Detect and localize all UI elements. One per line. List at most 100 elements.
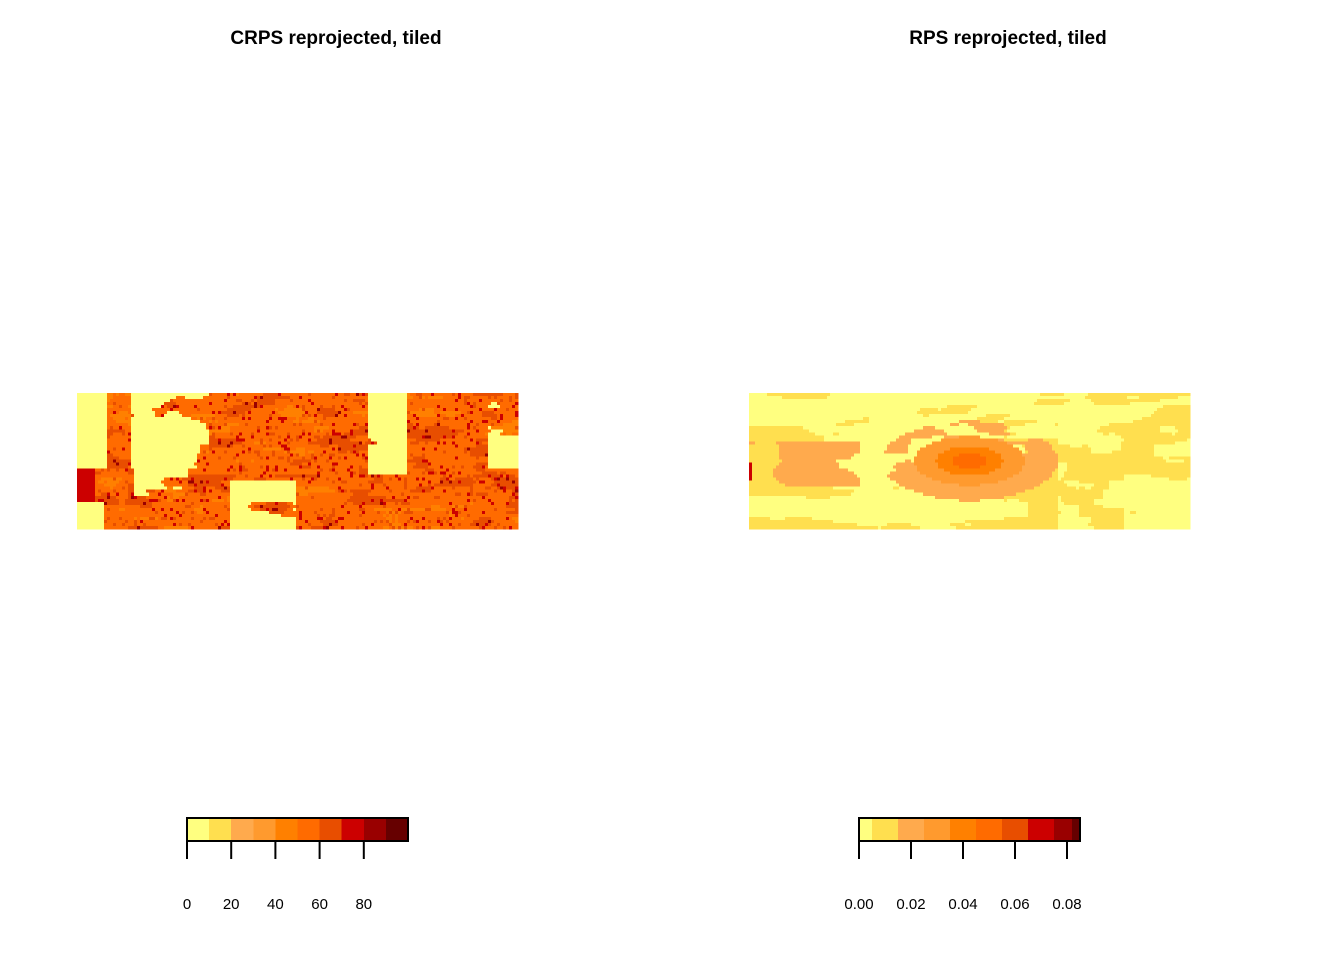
heatmap-cell <box>509 396 513 400</box>
heatmap-cell <box>488 453 492 457</box>
heatmap-cell <box>377 402 381 406</box>
heatmap-cell <box>80 483 84 488</box>
heatmap-cell <box>332 393 336 397</box>
heatmap-cell <box>209 477 213 482</box>
heatmap-cell <box>98 396 102 400</box>
heatmap-cell <box>452 408 456 412</box>
heatmap-cell <box>77 423 81 427</box>
heatmap-cell <box>80 429 84 433</box>
heatmap-cell <box>467 429 471 433</box>
heatmap-cell <box>110 462 114 466</box>
heatmap-cell <box>350 423 354 427</box>
heatmap-cell <box>371 408 375 412</box>
heatmap-cell <box>419 399 423 403</box>
heatmap-cell <box>293 456 297 460</box>
heatmap-cell <box>338 462 342 466</box>
heatmap-cell <box>248 438 252 442</box>
heatmap-cell <box>320 450 324 454</box>
heatmap-cell <box>296 414 300 418</box>
heatmap-cell <box>146 453 150 457</box>
heatmap-cell <box>503 435 507 439</box>
heatmap-cell <box>431 420 435 424</box>
heatmap-cell <box>266 459 270 463</box>
heatmap-cell <box>413 414 417 418</box>
heatmap-cell <box>230 405 234 409</box>
heatmap-cell <box>359 420 363 424</box>
heatmap-cell <box>92 417 96 421</box>
heatmap-cell <box>368 489 372 494</box>
heatmap-cell <box>122 432 126 436</box>
heatmap-cell <box>245 426 249 430</box>
heatmap-cell <box>398 438 402 442</box>
heatmap-cell <box>155 468 159 472</box>
heatmap-cell <box>416 402 420 406</box>
heatmap-cell <box>284 417 288 421</box>
heatmap-cell <box>236 456 240 460</box>
heatmap-cell <box>95 417 99 421</box>
heatmap-cell <box>383 486 387 491</box>
heatmap-cell <box>134 405 138 409</box>
heatmap-cell <box>341 438 345 442</box>
heatmap-cell <box>173 447 177 451</box>
heatmap-cell <box>299 414 303 418</box>
heatmap-cell <box>368 396 372 400</box>
heatmap-cell <box>500 471 504 475</box>
heatmap-cell <box>290 453 294 457</box>
heatmap-cell <box>347 462 351 466</box>
heatmap-cell <box>107 420 111 424</box>
heatmap-cell <box>173 393 177 397</box>
heatmap-cell <box>359 441 363 445</box>
heatmap-cell <box>164 468 168 472</box>
heatmap-cell <box>227 471 231 475</box>
heatmap-cell <box>263 486 267 491</box>
heatmap-cell <box>335 459 339 463</box>
heatmap-cell <box>491 393 495 397</box>
heatmap-cell <box>386 468 390 472</box>
heatmap-cell <box>194 414 198 418</box>
heatmap-cell <box>239 432 243 436</box>
heatmap-cell <box>131 477 135 482</box>
heatmap-cell <box>284 453 288 457</box>
heatmap-cell <box>296 399 300 403</box>
heatmap-cell <box>188 396 192 400</box>
heatmap-cell <box>203 474 207 479</box>
heatmap-cell <box>287 471 291 475</box>
heatmap-cell <box>467 462 471 466</box>
heatmap-cell <box>149 465 153 469</box>
heatmap-cell <box>428 483 432 488</box>
heatmap-cell <box>299 396 303 400</box>
heatmap-cell <box>104 462 108 466</box>
heatmap-cell <box>152 486 156 491</box>
heatmap-cell <box>464 429 468 433</box>
heatmap-cell <box>326 432 330 436</box>
heatmap-cell <box>80 489 84 494</box>
heatmap-cell <box>167 435 171 439</box>
heatmap-cell <box>215 423 219 427</box>
heatmap-cell <box>194 438 198 442</box>
heatmap-cell <box>221 471 225 475</box>
heatmap-cell <box>434 480 438 485</box>
heatmap-cell <box>446 465 450 469</box>
heatmap-cell <box>467 450 471 454</box>
heatmap-cell <box>203 465 207 469</box>
heatmap-cell <box>122 489 126 494</box>
heatmap-cell <box>467 411 471 415</box>
heatmap-cell <box>164 447 168 451</box>
heatmap-cell <box>467 468 471 472</box>
heatmap-cell <box>191 429 195 433</box>
heatmap-cell <box>143 444 147 448</box>
heatmap-cell <box>302 465 306 469</box>
heatmap-cell <box>173 474 177 479</box>
heatmap-cell <box>473 396 477 400</box>
heatmap-cell <box>512 423 516 427</box>
heatmap-cell <box>383 453 387 457</box>
heatmap-cell <box>428 477 432 482</box>
heatmap-cell <box>104 453 108 457</box>
heatmap-cell <box>413 468 417 472</box>
heatmap-cell <box>296 468 300 472</box>
heatmap-cell <box>323 480 327 485</box>
heatmap-cell <box>332 444 336 448</box>
heatmap-cell <box>116 438 120 442</box>
heatmap-cell <box>281 468 285 472</box>
heatmap-cell <box>512 402 516 406</box>
